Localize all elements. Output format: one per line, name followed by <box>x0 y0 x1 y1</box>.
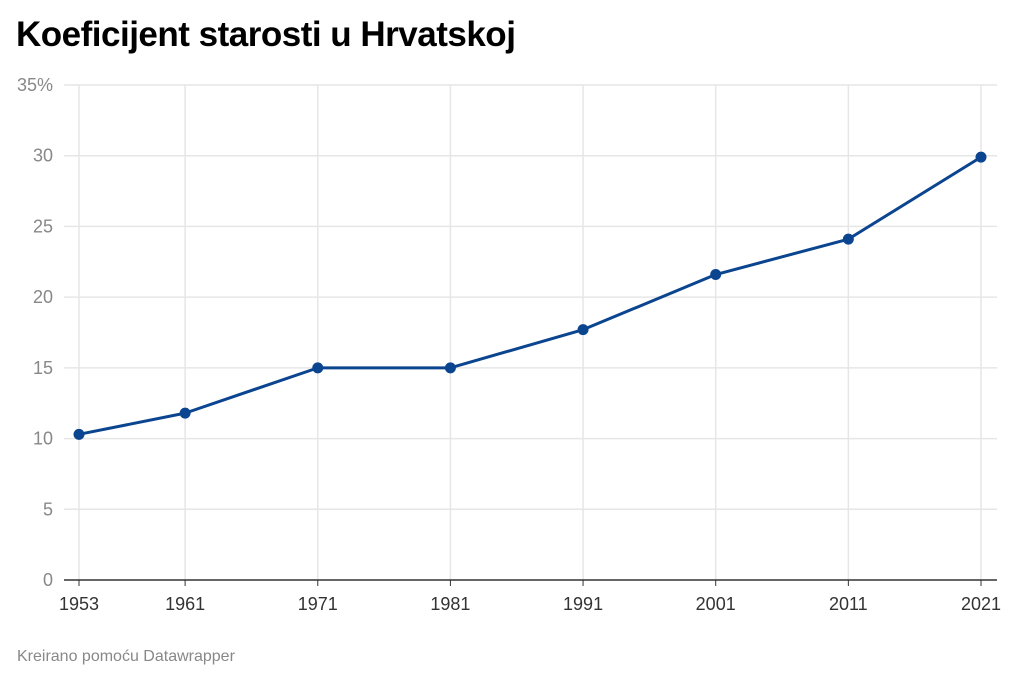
series-line <box>78 155 982 436</box>
x-tick-label: 2011 <box>829 594 868 614</box>
x-tick-label: 1961 <box>165 594 205 614</box>
y-tick-label: 10 <box>33 429 53 449</box>
data-point-1981 <box>444 362 456 374</box>
y-tick-label: 0 <box>43 570 53 590</box>
data-point-2001 <box>710 269 722 281</box>
series-group <box>73 151 987 440</box>
y-tick-label: 30 <box>33 146 53 166</box>
y-tick-label: 25 <box>33 216 53 236</box>
data-point-2011 <box>842 233 854 245</box>
x-tick-label: 1981 <box>430 594 470 614</box>
y-tick-label: 35% <box>17 75 53 95</box>
x-tick-label: 1971 <box>298 594 338 614</box>
y-tick-label: 5 <box>43 499 53 519</box>
data-point-1991 <box>577 324 589 336</box>
y-tick-label: 15 <box>33 358 53 378</box>
x-tick-label: 1953 <box>59 594 99 614</box>
data-point-1961 <box>179 407 191 419</box>
y-tick-label: 20 <box>33 287 53 307</box>
x-tick-labels: 1953 1961 1971 1981 1991 2001 2011 2021 <box>59 594 1001 614</box>
x-tick-label: 2001 <box>696 594 736 614</box>
y-tick-labels: 0 5 10 15 20 25 30 35% <box>17 75 53 590</box>
data-point-2021 <box>975 151 987 163</box>
x-tick-label: 1991 <box>563 594 603 614</box>
credit-text: Kreirano pomoću Datawrapper <box>17 648 235 665</box>
data-point-1971 <box>312 362 324 374</box>
data-point-1953 <box>73 428 85 440</box>
chart-title: Koeficijent starosti u Hrvatskoj <box>16 15 516 54</box>
x-tick-label: 2021 <box>961 594 1001 614</box>
grid-lines <box>64 84 997 586</box>
